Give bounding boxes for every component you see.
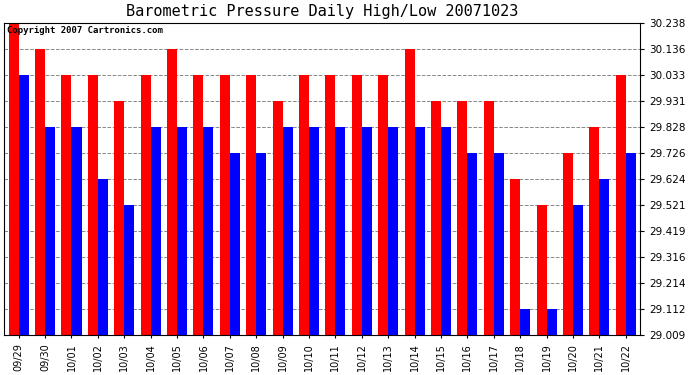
Bar	[246, 75, 256, 335]
Bar	[600, 179, 609, 335]
Bar	[230, 153, 240, 335]
Bar	[362, 127, 372, 335]
Bar	[45, 127, 55, 335]
Bar	[9, 23, 19, 335]
Bar	[573, 205, 583, 335]
Bar	[520, 309, 530, 335]
Bar	[326, 75, 335, 335]
Bar	[546, 309, 557, 335]
Bar	[615, 75, 626, 335]
Bar	[35, 49, 45, 335]
Bar	[510, 179, 520, 335]
Bar	[256, 153, 266, 335]
Bar	[273, 101, 283, 335]
Bar	[150, 127, 161, 335]
Bar	[177, 127, 187, 335]
Bar	[388, 127, 398, 335]
Bar	[124, 205, 135, 335]
Bar	[457, 101, 467, 335]
Bar	[563, 153, 573, 335]
Bar	[415, 127, 424, 335]
Bar	[309, 127, 319, 335]
Bar	[431, 101, 441, 335]
Bar	[19, 75, 29, 335]
Bar	[626, 153, 635, 335]
Bar	[193, 75, 204, 335]
Bar	[404, 49, 415, 335]
Title: Barometric Pressure Daily High/Low 20071023: Barometric Pressure Daily High/Low 20071…	[126, 4, 518, 19]
Bar	[88, 75, 98, 335]
Bar	[167, 49, 177, 335]
Text: Copyright 2007 Cartronics.com: Copyright 2007 Cartronics.com	[8, 26, 164, 35]
Bar	[441, 127, 451, 335]
Bar	[141, 75, 150, 335]
Bar	[537, 205, 546, 335]
Bar	[378, 75, 388, 335]
Bar	[115, 101, 124, 335]
Bar	[204, 127, 213, 335]
Bar	[98, 179, 108, 335]
Bar	[72, 127, 81, 335]
Bar	[335, 127, 346, 335]
Bar	[352, 75, 362, 335]
Bar	[494, 153, 504, 335]
Bar	[220, 75, 230, 335]
Bar	[299, 75, 309, 335]
Bar	[283, 127, 293, 335]
Bar	[589, 127, 600, 335]
Bar	[467, 153, 477, 335]
Bar	[484, 101, 494, 335]
Bar	[61, 75, 72, 335]
